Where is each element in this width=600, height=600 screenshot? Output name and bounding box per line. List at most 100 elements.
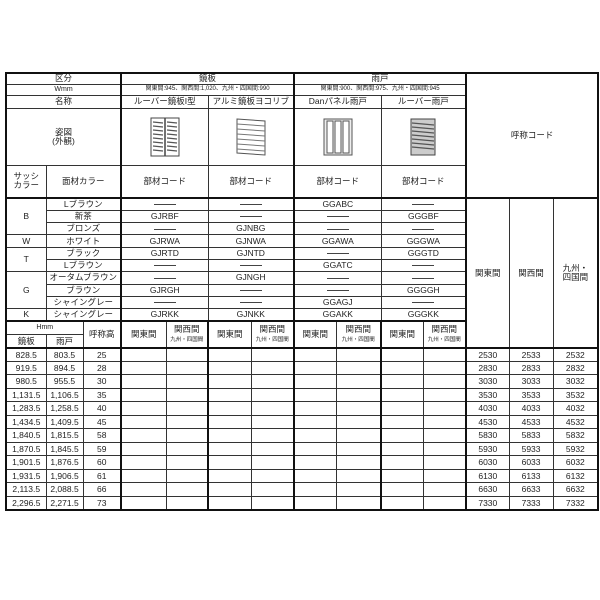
kanto-label: 関東間 bbox=[380, 319, 424, 349]
nominal-code: 4032 bbox=[552, 401, 599, 416]
nominal-height: 28 bbox=[82, 360, 122, 376]
part-code: GJNKK bbox=[207, 308, 295, 322]
nominal-code: 5830 bbox=[465, 428, 510, 443]
dan-panel-shutter-icon bbox=[293, 107, 382, 166]
h-amado: 1,815.5 bbox=[45, 428, 84, 443]
color-row: 新茶 GJRBF GGGBF bbox=[6, 209, 598, 224]
product-code-table: 区分 鏡板 雨戸 呼称コード Wmm 関東間:945、関西間:1,020、九州・… bbox=[5, 72, 600, 511]
none-dash bbox=[153, 228, 176, 230]
empty-cell bbox=[422, 468, 467, 484]
sash-color-group: K bbox=[5, 308, 47, 322]
empty-cell bbox=[293, 387, 337, 403]
part-code: GGAKK bbox=[293, 308, 382, 322]
empty-cell bbox=[120, 468, 167, 484]
h-amado: 1,906.5 bbox=[45, 468, 84, 484]
part-code: GGABC bbox=[293, 196, 382, 211]
nominal-code: 6032 bbox=[552, 455, 599, 470]
none-dash bbox=[412, 204, 435, 206]
face-color: ホワイト bbox=[45, 234, 122, 248]
empty-cell bbox=[335, 387, 382, 403]
empty-cell bbox=[120, 401, 167, 416]
nominal-col-kyushu-2: 四国間 bbox=[562, 271, 589, 282]
empty-cell bbox=[422, 495, 467, 511]
sash-color-label: サッシ カラー bbox=[5, 164, 47, 199]
empty-cell bbox=[335, 347, 382, 362]
nominal-code: 5930 bbox=[465, 441, 510, 457]
nominal-code: 6633 bbox=[508, 482, 554, 497]
none-dash bbox=[326, 277, 349, 279]
face-color: ブロンズ bbox=[45, 222, 122, 236]
part-code: GJNBG bbox=[207, 222, 295, 236]
none-dash bbox=[153, 302, 176, 304]
part-code: GGGWA bbox=[380, 234, 467, 248]
part-code-label: 部材コード bbox=[120, 164, 209, 199]
kanto-label: 関東間 bbox=[120, 319, 167, 349]
nominal-code: 3532 bbox=[552, 387, 599, 403]
empty-cell bbox=[380, 495, 424, 511]
empty-cell bbox=[293, 347, 337, 362]
empty-cell bbox=[207, 428, 252, 443]
empty-cell bbox=[207, 401, 252, 416]
part-code-label: 部材コード bbox=[293, 164, 382, 199]
face-color-label: 面材カラー bbox=[45, 164, 122, 199]
nominal-code-header: 呼称コード bbox=[465, 72, 599, 199]
empty-cell bbox=[250, 347, 295, 362]
nominal-code: 6030 bbox=[465, 455, 510, 470]
nominal-height: 45 bbox=[82, 414, 122, 430]
h-amado: 1,258.5 bbox=[45, 401, 84, 416]
empty-cell bbox=[335, 441, 382, 457]
none-dash bbox=[239, 302, 262, 304]
h-kagami-label: 鏡板 bbox=[5, 333, 47, 349]
nominal-code: 2832 bbox=[552, 360, 599, 376]
empty-cell bbox=[335, 468, 382, 484]
color-row: T ブラック GJRTD GJNTD GGGTD bbox=[5, 246, 598, 273]
none-dash bbox=[326, 228, 349, 230]
product-name: Danパネル雨戸 bbox=[293, 94, 382, 109]
nominal-height: 59 bbox=[82, 441, 122, 457]
part-code bbox=[207, 209, 295, 224]
none-dash bbox=[412, 277, 435, 279]
empty-cell bbox=[120, 482, 167, 497]
none-dash bbox=[153, 204, 176, 206]
part-code: GGAGJ bbox=[293, 295, 382, 310]
empty-cell bbox=[380, 414, 424, 430]
name-label: 名称 bbox=[5, 94, 122, 109]
table-row: 1,840.5 1,815.5 58 5830 5833 5832 bbox=[5, 428, 599, 443]
kanto-label: 関東間 bbox=[207, 319, 252, 349]
empty-cell bbox=[422, 347, 467, 362]
nominal-height: 40 bbox=[82, 401, 122, 416]
none-dash bbox=[326, 290, 349, 292]
empty-cell bbox=[293, 441, 337, 457]
empty-cell bbox=[165, 482, 209, 497]
empty-cell bbox=[422, 428, 467, 443]
empty-cell bbox=[207, 441, 252, 457]
nominal-height: 58 bbox=[82, 428, 122, 443]
part-code bbox=[380, 258, 467, 273]
nominal-height: 60 bbox=[82, 455, 122, 470]
kanto-label: 関東間 bbox=[293, 319, 337, 349]
sash-label-1: サッシ bbox=[13, 171, 39, 182]
color-row: B Lブラウン GGABC 関東間 関西間 九州・ 四国間 bbox=[5, 196, 599, 349]
nominal-code: 7330 bbox=[465, 495, 510, 511]
kyushu-label: 九州・四国間 bbox=[427, 337, 461, 344]
nominal-code: 6133 bbox=[508, 468, 554, 484]
empty-cell bbox=[207, 468, 252, 484]
part-code: GJRTD bbox=[120, 246, 209, 260]
h-amado: 1,409.5 bbox=[45, 414, 84, 430]
part-code: GJRKK bbox=[120, 308, 209, 322]
h-label: Hmm bbox=[5, 320, 84, 335]
nominal-code: 4532 bbox=[552, 414, 599, 430]
empty-cell bbox=[165, 455, 209, 470]
kansai-label: 関西間 bbox=[259, 324, 286, 335]
face-color: 新茶 bbox=[45, 209, 122, 224]
empty-cell bbox=[335, 414, 382, 430]
face-color: Lブラウン bbox=[45, 258, 122, 273]
nominal-height: 30 bbox=[82, 374, 122, 389]
figure-label-2: (外観) bbox=[52, 135, 75, 146]
empty-cell bbox=[250, 360, 295, 376]
part-code bbox=[120, 196, 209, 211]
empty-cell bbox=[250, 428, 295, 443]
h-kagami: 919.5 bbox=[5, 360, 47, 376]
nominal-code: 6132 bbox=[552, 468, 599, 484]
empty-cell bbox=[380, 441, 424, 457]
